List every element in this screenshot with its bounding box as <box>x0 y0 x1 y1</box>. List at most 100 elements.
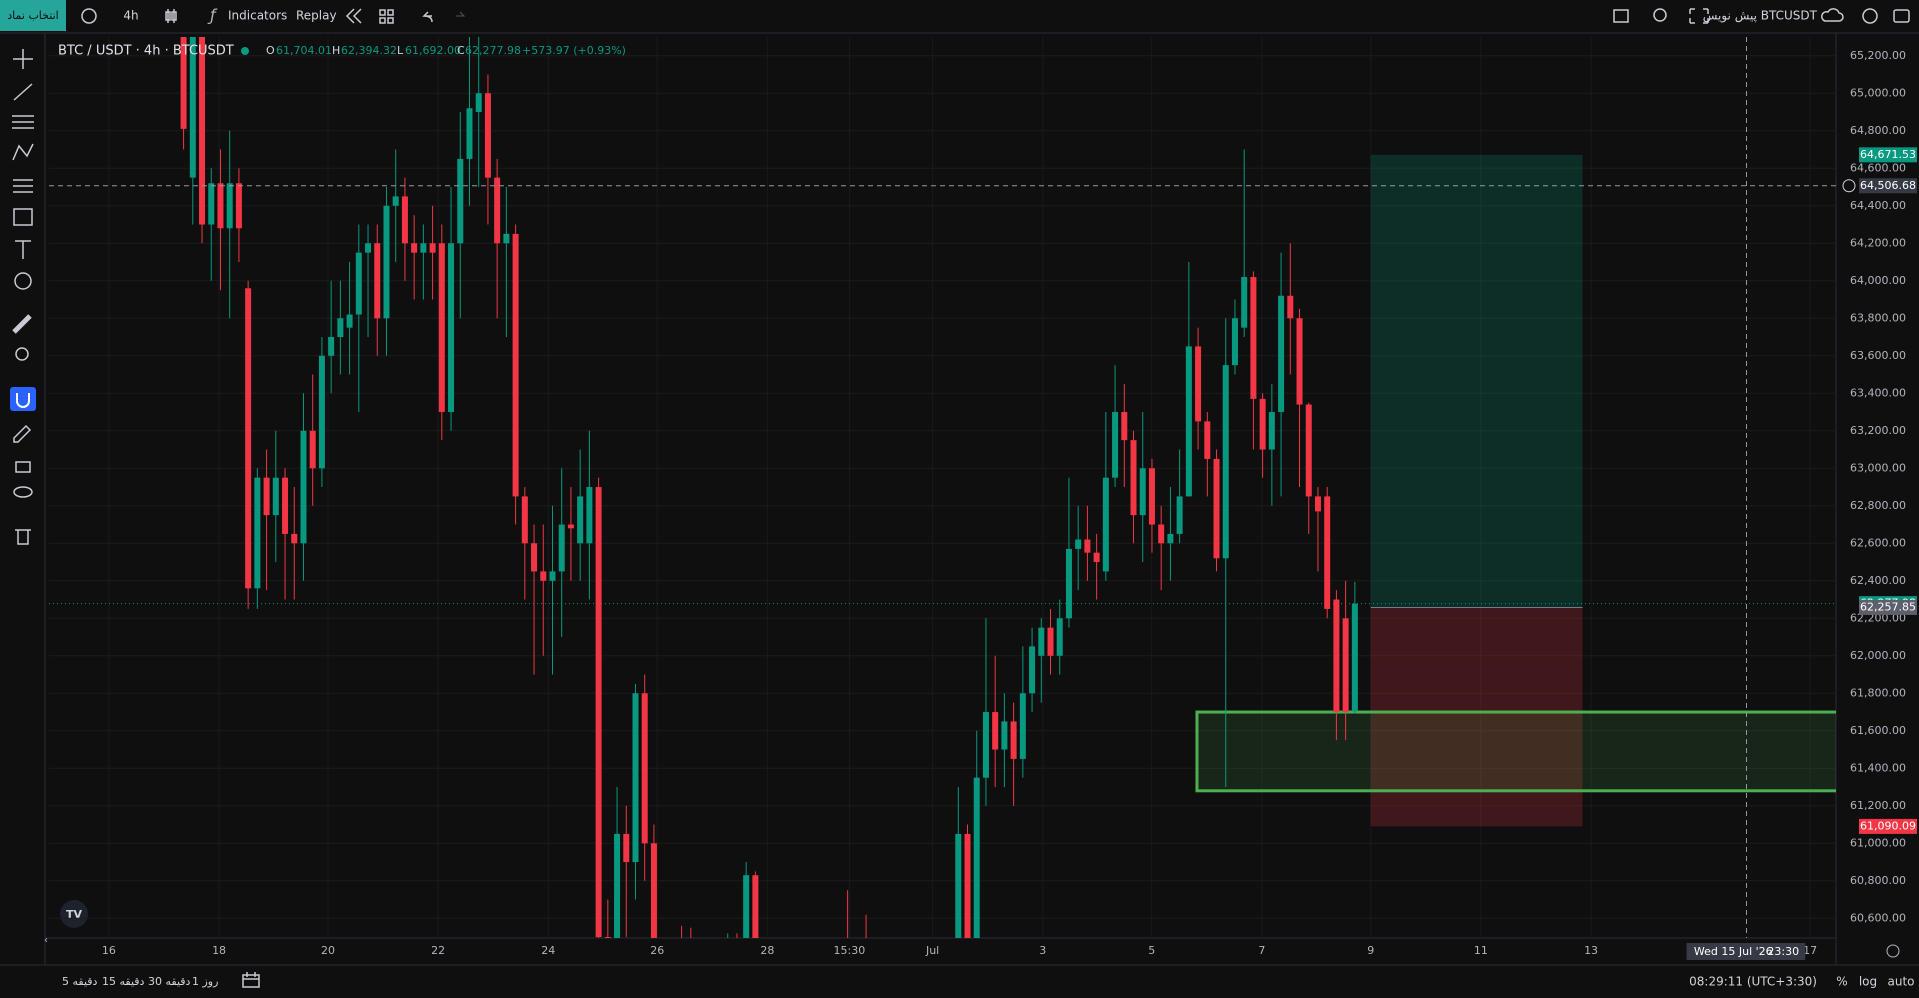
search[interactable] <box>1653 8 1667 22</box>
y-tick-label: 64,600.00 <box>1850 161 1906 174</box>
bottom-bar: 08:29:11 (UTC+3:30) % log auto 5 دقیقه 15… <box>0 964 1919 989</box>
high-label: H <box>332 44 340 57</box>
y-tick-label: 61,400.00 <box>1850 761 1906 774</box>
y-tick-label: 65,200.00 <box>1850 49 1906 62</box>
candle-body <box>438 243 445 413</box>
maximize[interactable] <box>1689 8 1709 24</box>
interval[interactable]: 4h <box>123 9 138 23</box>
chart-style[interactable] <box>165 9 177 23</box>
x-tick-label: 7 <box>1258 944 1265 957</box>
candle-body <box>1010 721 1017 759</box>
crosshair-time-box <box>1686 943 1806 960</box>
range-button[interactable]: 5 دقیقه <box>62 975 98 988</box>
y-tick-label: 62,600.00 <box>1850 536 1906 549</box>
range-button[interactable]: 30 دقیقه <box>148 975 191 988</box>
candle-body <box>512 233 519 497</box>
candle-body <box>1093 552 1100 563</box>
trend-line-tool[interactable] <box>13 83 33 101</box>
candle-body <box>1324 496 1331 609</box>
symbol-button[interactable] <box>0 0 66 31</box>
candle-body <box>1185 346 1192 497</box>
logo[interactable] <box>60 900 88 928</box>
candle-body <box>1333 599 1340 713</box>
candle-body <box>411 243 418 253</box>
y-tick-label: 63,000.00 <box>1850 461 1906 474</box>
range-button[interactable]: 15 دقیقه <box>102 975 145 988</box>
auto-toggle[interactable]: auto <box>1887 975 1914 989</box>
candle-body <box>549 571 556 581</box>
price-badge-label: 64,671.53 <box>1860 148 1916 161</box>
drawing-mode[interactable] <box>13 424 32 443</box>
candle-body <box>1241 277 1248 328</box>
candle-body <box>365 243 372 253</box>
replay-icon[interactable] <box>345 8 362 24</box>
high-value: 62,394.32 <box>341 44 397 57</box>
layout-name[interactable]: پیش نویس BTCUSDT <box>1703 9 1818 24</box>
candle-body <box>752 875 759 938</box>
zone-rectangle <box>1195 710 1836 793</box>
pattern-tool[interactable] <box>12 143 34 161</box>
candle-body <box>1213 458 1220 559</box>
redo[interactable] <box>456 11 466 17</box>
percent-toggle[interactable]: % <box>1836 975 1847 989</box>
candle-body <box>1268 412 1275 450</box>
candle-body <box>614 833 621 938</box>
price-badge-label: 64,506.68 <box>1860 179 1916 192</box>
date-range[interactable] <box>242 972 260 988</box>
candle-body <box>1056 618 1063 656</box>
x-tick-label: 13 <box>1584 944 1598 957</box>
add-symbol[interactable] <box>81 8 97 24</box>
x-tick-label: 15:30 <box>834 944 866 957</box>
candle-body <box>1204 421 1211 459</box>
text-tool[interactable] <box>15 240 31 259</box>
candle-body <box>263 477 270 516</box>
lock-tool[interactable] <box>15 461 31 473</box>
candle-body <box>1222 365 1229 559</box>
y-tick-label: 63,800.00 <box>1850 311 1906 324</box>
y-tick-label: 63,200.00 <box>1850 424 1906 437</box>
measure-tool[interactable] <box>12 314 32 334</box>
candle-body <box>955 833 962 938</box>
candle-body <box>1121 412 1128 441</box>
layouts[interactable] <box>379 9 394 24</box>
undo[interactable] <box>422 11 433 23</box>
candle-body <box>448 243 455 413</box>
zoom-tool[interactable] <box>15 347 29 361</box>
settings[interactable] <box>1862 8 1878 24</box>
range-button[interactable]: 1 روز <box>192 975 218 988</box>
price-badge-label: 61,090.09 <box>1860 819 1916 832</box>
y-tick-label: 61,600.00 <box>1850 724 1906 737</box>
cloud[interactable] <box>1821 8 1844 22</box>
indicators[interactable]: Indicators <box>228 9 287 23</box>
candle-body <box>982 712 989 778</box>
chart: 16 18 20 22 24 26 28 15:30 Jul 3 5 7 9 11 13 17 60,600.0… <box>44 33 1917 965</box>
y-tick-label: 64,200.00 <box>1850 236 1906 249</box>
x-tick-label: 18 <box>212 944 226 957</box>
crosshair-tool[interactable] <box>13 49 33 69</box>
axis-settings <box>1886 944 1900 958</box>
price-badge-label: 62,257.85 <box>1860 600 1916 613</box>
snapshot[interactable] <box>1893 9 1910 23</box>
shape-tool[interactable] <box>13 208 33 226</box>
y-tick-label: 61,200.00 <box>1850 799 1906 812</box>
x-tick-label: 9 <box>1367 944 1374 957</box>
icon-tool[interactable] <box>14 272 32 290</box>
candle-body <box>1250 277 1257 399</box>
delete-tool[interactable] <box>15 529 31 545</box>
hide-tool[interactable] <box>13 486 33 498</box>
y-tick-label: 62,400.00 <box>1850 574 1906 587</box>
candle-body <box>1305 404 1312 497</box>
symbol-button-label[interactable]: انتخاب نماد <box>7 9 58 22</box>
fib-tool[interactable] <box>12 115 34 129</box>
candle-body <box>300 430 307 544</box>
clock[interactable]: 08:29:11 (UTC+3:30) <box>1689 975 1817 989</box>
candle-body <box>328 337 335 356</box>
candle-body <box>318 355 325 469</box>
log-toggle[interactable]: log <box>1859 975 1877 989</box>
fullscreen-panel[interactable] <box>1613 9 1629 23</box>
fx-icon[interactable]: ƒ <box>207 6 218 25</box>
forecast-tool[interactable] <box>13 179 33 193</box>
candle-body <box>577 496 584 544</box>
symbol-title[interactable]: BTC / USDT · 4h · BTCUSDT <box>58 44 234 59</box>
replay[interactable]: Replay <box>296 9 337 23</box>
